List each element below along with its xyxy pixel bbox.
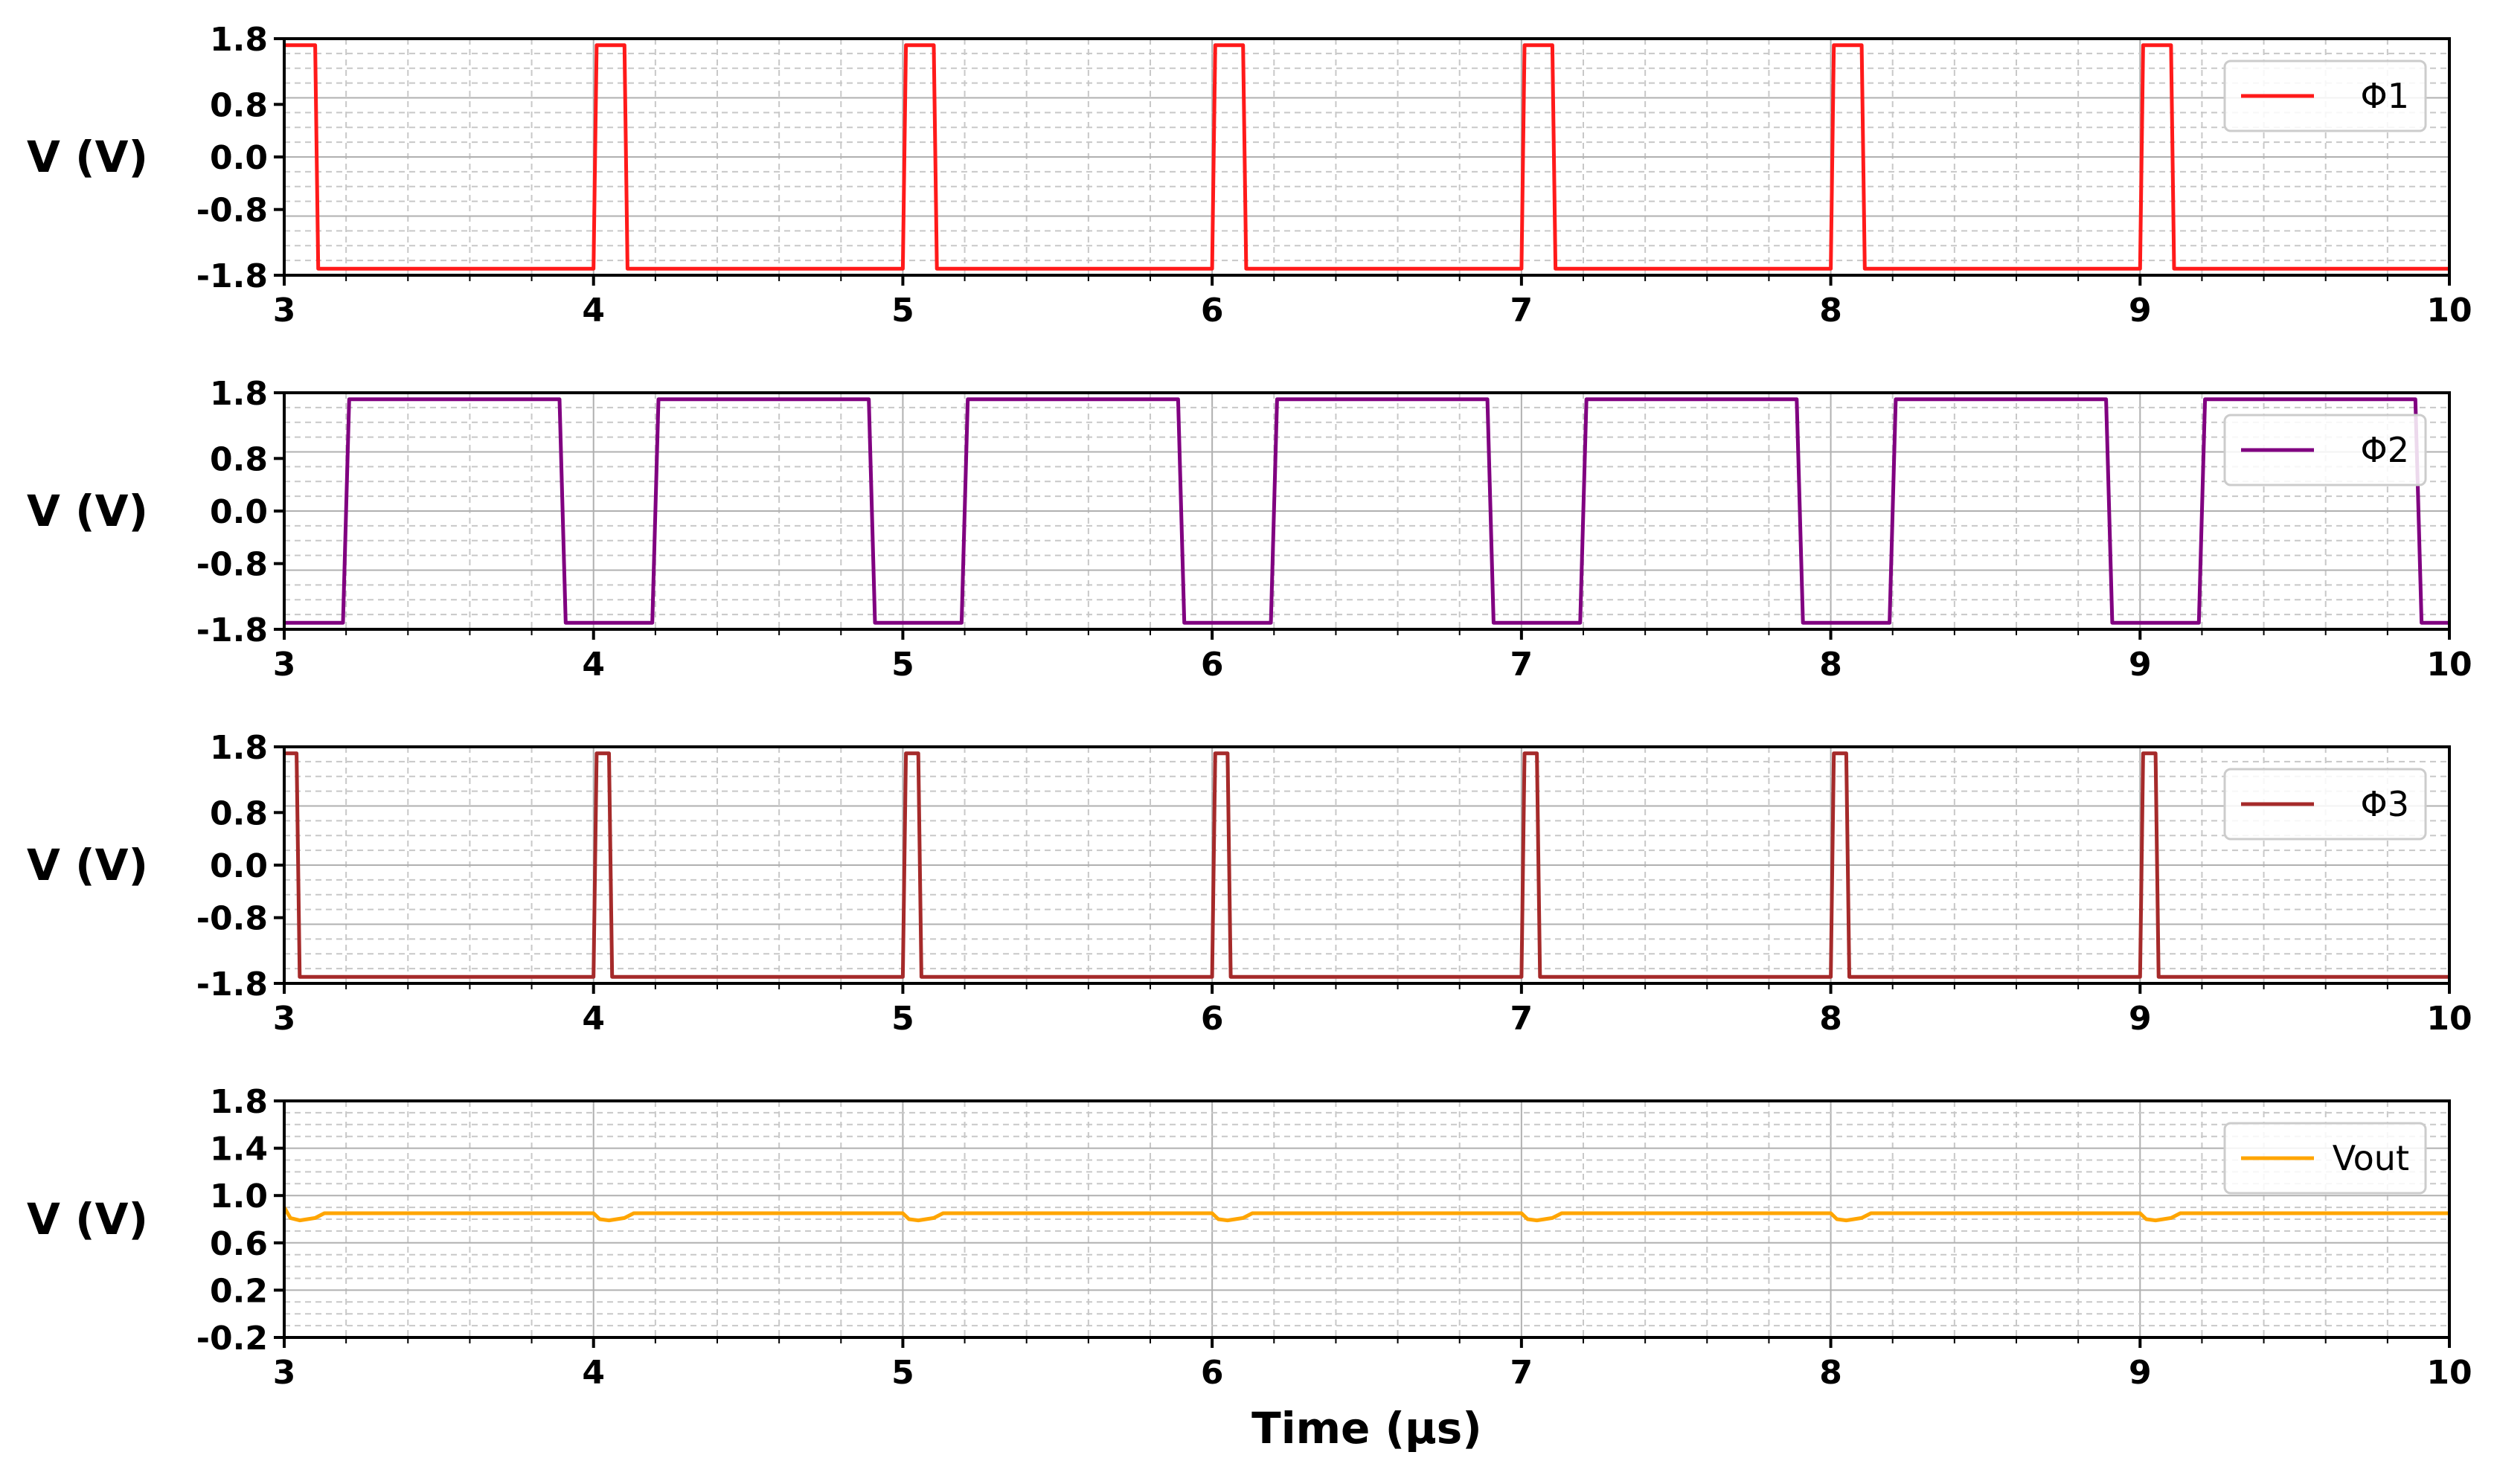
x-tick-label: 5 [891, 646, 914, 684]
y-axis-label: V (V) [27, 486, 148, 536]
y-tick-label: 1.8 [210, 729, 268, 767]
y-tick-label: 0.8 [210, 86, 268, 124]
x-tick-label: 8 [1819, 1354, 1842, 1392]
x-tick-label: 4 [582, 1000, 605, 1038]
y-tick-label: -0.2 [196, 1320, 268, 1358]
legend-label: Φ3 [2361, 784, 2409, 824]
x-tick-label: 7 [1510, 292, 1533, 330]
chart-panel-1: 3 4 5 6 7 8 9 10 1.8 0.8 0.0 -0.8 -1.8 V (V) Φ1 [27, 21, 2472, 330]
x-tick-label: 8 [1819, 292, 1842, 330]
x-tick-label: 6 [1201, 646, 1224, 684]
legend: Φ1 [2223, 60, 2427, 132]
legend: Φ3 [2223, 768, 2427, 841]
legend: Vout [2223, 1122, 2427, 1195]
y-tick-label: 0.0 [210, 493, 268, 531]
y-tick-label: 1.8 [210, 1083, 268, 1121]
x-tick-label: 4 [582, 646, 605, 684]
y-tick-label: 1.8 [210, 21, 268, 59]
y-tick-label: -1.8 [196, 257, 268, 295]
x-tick-label: 9 [2129, 292, 2152, 330]
x-tick-label: 7 [1510, 1000, 1533, 1038]
x-tick-label: 7 [1510, 646, 1533, 684]
y-tick-label: -1.8 [196, 966, 268, 1003]
x-tick-label: 6 [1201, 1354, 1224, 1392]
y-tick-label: 0.0 [210, 139, 268, 177]
x-tick-label: 8 [1819, 1000, 1842, 1038]
x-tick-label: 7 [1510, 1354, 1533, 1392]
x-tick-label: 10 [2426, 646, 2472, 684]
y-tick-label: -0.8 [196, 192, 268, 230]
grid-lines [283, 1100, 2450, 1338]
legend-box [2223, 1122, 2427, 1195]
y-tick-label: 1.8 [210, 375, 268, 413]
legend-box [2223, 414, 2427, 486]
legend-label: Φ1 [2361, 76, 2409, 116]
x-tick-label: 5 [891, 1000, 914, 1038]
chart-panel-2: 3 4 5 6 7 8 9 10 1.8 0.8 0.0 -0.8 -1.8 V (V) Φ2 [27, 375, 2472, 684]
chart-panel-4: 3 4 5 6 7 8 9 10 1.8 1.4 1.0 0.6 0.2 -0.2 V (V) Vout Tim… [27, 1083, 2472, 1454]
y-tick-label: 0.8 [210, 440, 268, 478]
y-tick-label: 0.6 [210, 1225, 268, 1263]
y-tick-label: 0.2 [210, 1272, 268, 1310]
series-line-3-1 [284, 751, 2449, 979]
x-tick-label: 9 [2129, 646, 2152, 684]
x-tick-label: 5 [891, 292, 914, 330]
x-tick-label: 3 [273, 292, 296, 330]
x-tick-label: 6 [1201, 1000, 1224, 1038]
y-tick-label: -1.8 [196, 611, 268, 649]
x-tick-label: 3 [273, 646, 296, 684]
x-tick-label: 9 [2129, 1354, 2152, 1392]
y-tick-label: 1.4 [210, 1131, 268, 1169]
y-tick-label: 0.8 [210, 794, 268, 832]
series-line-4-1 [282, 1206, 2449, 1223]
x-tick-label: 10 [2426, 1000, 2472, 1038]
series-line-1-1 [284, 43, 2449, 271]
y-tick-label: -0.8 [196, 546, 268, 584]
y-axis-label: V (V) [27, 840, 148, 890]
grid-lines [283, 746, 2450, 984]
chart-panel-3: 3 4 5 6 7 8 9 10 1.8 0.8 0.0 -0.8 -1.8 V (V) Φ3 [27, 729, 2472, 1038]
x-tick-label: 10 [2426, 292, 2472, 330]
legend-label: Vout [2333, 1138, 2409, 1178]
axes-frame [283, 1099, 2451, 1339]
x-axis-label: Time (μs) [1251, 1403, 1482, 1454]
legend-label: Φ2 [2361, 430, 2409, 470]
x-tick-label: 10 [2426, 1354, 2472, 1392]
x-tick-label: 4 [582, 1354, 605, 1392]
y-tick-label: 1.0 [210, 1178, 268, 1215]
series-line-2-1 [284, 397, 2449, 625]
legend: Φ2 [2223, 414, 2427, 486]
y-tick-label: 0.0 [210, 847, 268, 885]
y-axis-label: V (V) [27, 1194, 148, 1244]
x-tick-label: 9 [2129, 1000, 2152, 1038]
legend-box [2223, 60, 2427, 132]
x-tick-label: 3 [273, 1354, 296, 1392]
x-tick-label: 6 [1201, 292, 1224, 330]
legend-box [2223, 768, 2427, 841]
x-tick-label: 8 [1819, 646, 1842, 684]
y-axis-label: V (V) [27, 132, 148, 182]
x-tick-label: 4 [582, 292, 605, 330]
x-tick-label: 5 [891, 1354, 914, 1392]
x-tick-label: 3 [273, 1000, 296, 1038]
y-tick-label: -0.8 [196, 900, 268, 938]
